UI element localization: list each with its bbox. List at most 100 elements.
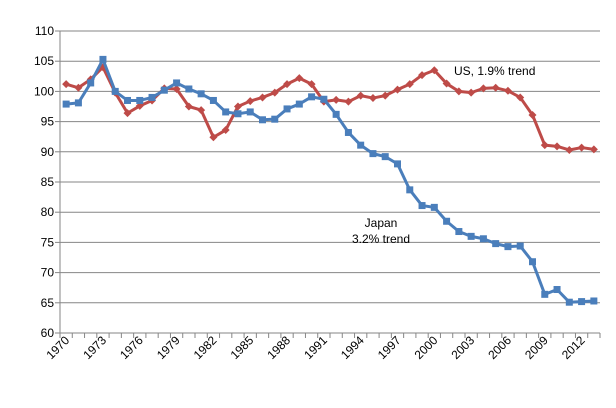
series-layer	[62, 55, 598, 306]
data-point-japan	[246, 108, 254, 116]
data-point-japan	[541, 290, 549, 298]
data-point-japan	[504, 243, 512, 251]
data-point-us	[454, 87, 463, 96]
data-point-japan	[516, 242, 524, 250]
data-point-japan	[111, 87, 119, 95]
annotation-japan: Japan	[365, 216, 398, 230]
data-point-japan	[443, 217, 451, 225]
data-point-us	[479, 84, 488, 93]
data-point-us	[344, 97, 353, 106]
data-point-us	[184, 102, 193, 111]
data-point-japan	[369, 150, 377, 158]
data-point-japan	[271, 115, 279, 123]
data-point-japan	[283, 105, 291, 113]
data-point-japan	[295, 100, 303, 108]
y-tick-label: 100	[34, 84, 54, 98]
data-point-japan	[332, 110, 340, 118]
data-point-japan	[357, 141, 365, 149]
data-point-japan	[136, 96, 144, 104]
data-point-us	[368, 94, 377, 103]
data-point-us	[516, 93, 525, 102]
data-point-us	[172, 84, 181, 93]
data-point-us	[540, 141, 549, 150]
data-point-us	[491, 83, 500, 92]
data-point-us	[258, 93, 267, 102]
data-point-japan	[99, 55, 107, 63]
y-tick-labels: 60 65 70 75 80 85 90 95 100 105 110	[34, 24, 54, 340]
y-tick-label: 105	[34, 54, 54, 68]
data-point-us	[553, 142, 562, 151]
y-tick-label: 90	[41, 145, 55, 159]
data-point-japan	[222, 108, 230, 116]
data-point-us	[283, 80, 292, 89]
data-point-us	[209, 133, 218, 142]
y-tick-label: 60	[41, 326, 55, 340]
data-point-japan	[430, 203, 438, 211]
data-point-us	[393, 85, 402, 94]
data-point-us	[405, 80, 414, 89]
data-point-us	[381, 91, 390, 100]
data-point-japan	[455, 228, 463, 236]
data-point-japan	[553, 286, 561, 294]
data-point-us	[589, 145, 598, 154]
y-tick-label: 110	[35, 24, 54, 38]
data-point-us	[246, 97, 255, 106]
data-point-japan	[234, 110, 242, 118]
y-tick-label: 80	[41, 205, 55, 219]
data-point-japan	[492, 240, 500, 248]
y-tick-label: 85	[41, 175, 55, 189]
data-point-japan	[185, 85, 193, 93]
data-point-japan	[74, 99, 82, 107]
data-point-us	[503, 86, 512, 95]
data-point-japan	[173, 79, 181, 87]
data-point-japan	[87, 79, 95, 87]
data-point-us	[74, 83, 83, 92]
data-point-japan	[578, 298, 586, 306]
data-point-us	[270, 88, 279, 97]
x-tick-labels: 1970 1973 1976 1979 1982 1985 1988 1991 1994 1997…	[43, 333, 587, 362]
axes	[55, 30, 601, 338]
data-point-japan	[406, 186, 414, 194]
data-point-japan	[344, 128, 352, 136]
data-point-us	[528, 110, 537, 119]
data-point-japan	[308, 93, 316, 101]
gridlines	[60, 30, 600, 334]
annotations: US, 1.9% trend Japan 3.2% trend	[352, 64, 535, 246]
data-point-us	[221, 126, 230, 135]
data-point-us	[467, 88, 476, 97]
data-point-japan	[197, 90, 205, 98]
data-point-us	[233, 102, 242, 111]
series-japan	[62, 55, 598, 306]
data-point-japan	[209, 96, 217, 104]
data-point-us	[430, 66, 439, 75]
data-point-us	[356, 91, 365, 100]
data-point-us	[565, 145, 574, 154]
data-point-us	[62, 80, 71, 89]
data-point-japan	[320, 95, 328, 103]
data-point-japan	[565, 298, 573, 306]
data-point-japan	[394, 160, 401, 168]
annotation-us: US, 1.9% trend	[454, 64, 535, 78]
data-point-japan	[418, 202, 426, 210]
y-tick-label: 95	[41, 115, 55, 129]
data-point-us	[418, 71, 427, 80]
data-point-japan	[148, 93, 156, 101]
y-tick-label: 65	[41, 296, 55, 310]
data-point-japan	[381, 153, 389, 161]
data-point-us	[197, 106, 206, 115]
data-point-japan	[479, 235, 487, 243]
data-point-japan	[62, 100, 70, 108]
data-point-us	[295, 74, 304, 83]
data-point-japan	[467, 232, 475, 240]
annotation-japan-trend: 3.2% trend	[352, 232, 410, 246]
y-tick-label: 75	[41, 235, 55, 249]
data-point-japan	[529, 258, 536, 266]
data-point-japan	[160, 86, 168, 94]
data-point-us	[98, 63, 107, 72]
y-tick-label: 70	[41, 266, 55, 280]
data-point-japan	[590, 297, 598, 305]
data-point-us	[307, 80, 316, 89]
data-point-us	[442, 79, 451, 88]
data-point-japan	[124, 96, 131, 104]
